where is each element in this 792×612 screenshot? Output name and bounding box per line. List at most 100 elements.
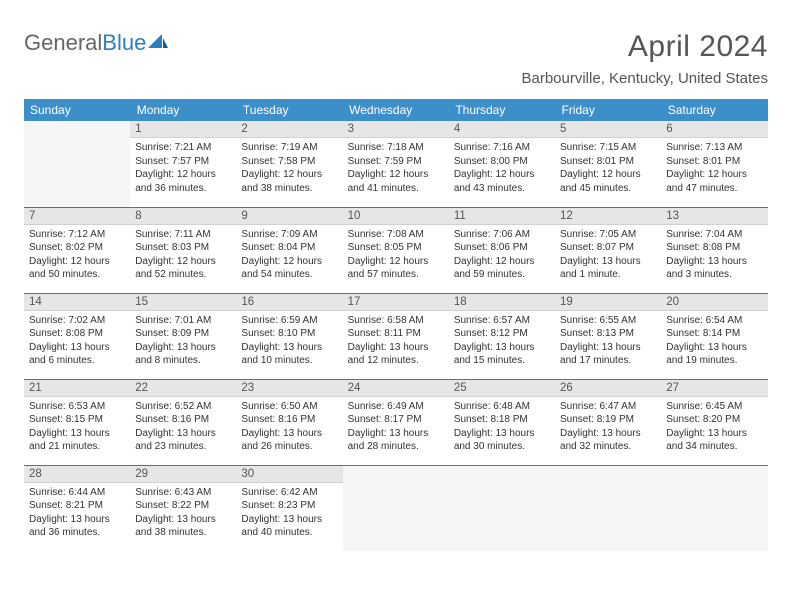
sunrise-line: Sunrise: 6:45 AM — [666, 400, 762, 414]
daylight-line: Daylight: 13 hours and 32 minutes. — [560, 427, 656, 454]
sunset-line: Sunset: 8:11 PM — [348, 327, 444, 341]
day-details: Sunrise: 7:16 AMSunset: 8:00 PMDaylight:… — [449, 138, 555, 199]
calendar-cell: 30Sunrise: 6:42 AMSunset: 8:23 PMDayligh… — [236, 465, 342, 551]
sunrise-line: Sunrise: 7:06 AM — [454, 228, 550, 242]
sunset-line: Sunset: 8:18 PM — [454, 413, 550, 427]
daylight-line: Daylight: 13 hours and 3 minutes. — [666, 255, 762, 282]
day-details: Sunrise: 7:09 AMSunset: 8:04 PMDaylight:… — [236, 225, 342, 286]
calendar-cell: 5Sunrise: 7:15 AMSunset: 8:01 PMDaylight… — [555, 121, 661, 207]
day-number: 13 — [661, 208, 767, 225]
calendar-cell: 25Sunrise: 6:48 AMSunset: 8:18 PMDayligh… — [449, 379, 555, 465]
day-details: Sunrise: 6:44 AMSunset: 8:21 PMDaylight:… — [24, 483, 130, 544]
calendar-row: 7Sunrise: 7:12 AMSunset: 8:02 PMDaylight… — [24, 207, 768, 293]
day-details: Sunrise: 6:50 AMSunset: 8:16 PMDaylight:… — [236, 397, 342, 458]
day-details: Sunrise: 6:48 AMSunset: 8:18 PMDaylight:… — [449, 397, 555, 458]
daylight-line: Daylight: 13 hours and 8 minutes. — [135, 341, 231, 368]
sunrise-line: Sunrise: 6:58 AM — [348, 314, 444, 328]
logo-sail-icon — [148, 34, 168, 48]
calendar-cell — [661, 465, 767, 551]
calendar-cell: 29Sunrise: 6:43 AMSunset: 8:22 PMDayligh… — [130, 465, 236, 551]
sunset-line: Sunset: 8:22 PM — [135, 499, 231, 513]
day-number: 10 — [343, 208, 449, 225]
calendar-cell: 15Sunrise: 7:01 AMSunset: 8:09 PMDayligh… — [130, 293, 236, 379]
weekday-header: Monday — [130, 99, 236, 121]
day-details: Sunrise: 6:45 AMSunset: 8:20 PMDaylight:… — [661, 397, 767, 458]
sunset-line: Sunset: 8:17 PM — [348, 413, 444, 427]
day-number: 7 — [24, 208, 130, 225]
daylight-line: Daylight: 13 hours and 12 minutes. — [348, 341, 444, 368]
sunrise-line: Sunrise: 6:49 AM — [348, 400, 444, 414]
day-number: 21 — [24, 380, 130, 397]
sunrise-line: Sunrise: 7:16 AM — [454, 141, 550, 155]
sunrise-line: Sunrise: 6:43 AM — [135, 486, 231, 500]
day-details: Sunrise: 7:19 AMSunset: 7:58 PMDaylight:… — [236, 138, 342, 199]
calendar-cell: 14Sunrise: 7:02 AMSunset: 8:08 PMDayligh… — [24, 293, 130, 379]
logo-text-general: General — [24, 30, 102, 56]
day-number: 9 — [236, 208, 342, 225]
sunrise-line: Sunrise: 7:18 AM — [348, 141, 444, 155]
calendar-cell: 19Sunrise: 6:55 AMSunset: 8:13 PMDayligh… — [555, 293, 661, 379]
sunset-line: Sunset: 8:01 PM — [560, 155, 656, 169]
sunset-line: Sunset: 8:21 PM — [29, 499, 125, 513]
day-number: 26 — [555, 380, 661, 397]
day-number: 18 — [449, 294, 555, 311]
calendar-cell: 13Sunrise: 7:04 AMSunset: 8:08 PMDayligh… — [661, 207, 767, 293]
calendar-cell: 11Sunrise: 7:06 AMSunset: 8:06 PMDayligh… — [449, 207, 555, 293]
calendar-cell: 6Sunrise: 7:13 AMSunset: 8:01 PMDaylight… — [661, 121, 767, 207]
daylight-line: Daylight: 12 hours and 57 minutes. — [348, 255, 444, 282]
calendar-row: 14Sunrise: 7:02 AMSunset: 8:08 PMDayligh… — [24, 293, 768, 379]
sunrise-line: Sunrise: 7:01 AM — [135, 314, 231, 328]
sunrise-line: Sunrise: 7:15 AM — [560, 141, 656, 155]
calendar-cell: 20Sunrise: 6:54 AMSunset: 8:14 PMDayligh… — [661, 293, 767, 379]
sunset-line: Sunset: 8:08 PM — [29, 327, 125, 341]
daylight-line: Daylight: 12 hours and 45 minutes. — [560, 168, 656, 195]
header-bar: GeneralBlue April 2024 Barbourville, Ken… — [24, 30, 768, 87]
sunrise-line: Sunrise: 6:44 AM — [29, 486, 125, 500]
sunset-line: Sunset: 8:07 PM — [560, 241, 656, 255]
day-number: 4 — [449, 121, 555, 138]
daylight-line: Daylight: 13 hours and 21 minutes. — [29, 427, 125, 454]
sunset-line: Sunset: 8:23 PM — [241, 499, 337, 513]
calendar-cell: 27Sunrise: 6:45 AMSunset: 8:20 PMDayligh… — [661, 379, 767, 465]
day-details: Sunrise: 6:42 AMSunset: 8:23 PMDaylight:… — [236, 483, 342, 544]
calendar-cell: 28Sunrise: 6:44 AMSunset: 8:21 PMDayligh… — [24, 465, 130, 551]
daylight-line: Daylight: 13 hours and 26 minutes. — [241, 427, 337, 454]
day-details: Sunrise: 7:13 AMSunset: 8:01 PMDaylight:… — [661, 138, 767, 199]
day-number: 30 — [236, 466, 342, 483]
day-details: Sunrise: 6:53 AMSunset: 8:15 PMDaylight:… — [24, 397, 130, 458]
day-details: Sunrise: 6:55 AMSunset: 8:13 PMDaylight:… — [555, 311, 661, 372]
sunrise-line: Sunrise: 6:54 AM — [666, 314, 762, 328]
sunset-line: Sunset: 8:01 PM — [666, 155, 762, 169]
day-number: 12 — [555, 208, 661, 225]
day-details: Sunrise: 7:02 AMSunset: 8:08 PMDaylight:… — [24, 311, 130, 372]
daylight-line: Daylight: 13 hours and 15 minutes. — [454, 341, 550, 368]
sunset-line: Sunset: 8:09 PM — [135, 327, 231, 341]
sunset-line: Sunset: 8:00 PM — [454, 155, 550, 169]
calendar-row: 21Sunrise: 6:53 AMSunset: 8:15 PMDayligh… — [24, 379, 768, 465]
sunrise-line: Sunrise: 7:19 AM — [241, 141, 337, 155]
daylight-line: Daylight: 13 hours and 6 minutes. — [29, 341, 125, 368]
calendar-row: 1Sunrise: 7:21 AMSunset: 7:57 PMDaylight… — [24, 121, 768, 207]
weekday-header: Thursday — [449, 99, 555, 121]
sunset-line: Sunset: 8:08 PM — [666, 241, 762, 255]
calendar-cell: 18Sunrise: 6:57 AMSunset: 8:12 PMDayligh… — [449, 293, 555, 379]
day-number: 2 — [236, 121, 342, 138]
calendar-cell: 24Sunrise: 6:49 AMSunset: 8:17 PMDayligh… — [343, 379, 449, 465]
month-title: April 2024 — [521, 30, 768, 64]
location-subtitle: Barbourville, Kentucky, United States — [521, 70, 768, 87]
calendar-cell — [555, 465, 661, 551]
sunset-line: Sunset: 8:19 PM — [560, 413, 656, 427]
sunset-line: Sunset: 8:16 PM — [135, 413, 231, 427]
daylight-line: Daylight: 12 hours and 36 minutes. — [135, 168, 231, 195]
daylight-line: Daylight: 13 hours and 28 minutes. — [348, 427, 444, 454]
day-number: 29 — [130, 466, 236, 483]
calendar-cell — [343, 465, 449, 551]
day-details: Sunrise: 6:58 AMSunset: 8:11 PMDaylight:… — [343, 311, 449, 372]
daylight-line: Daylight: 12 hours and 59 minutes. — [454, 255, 550, 282]
daylight-line: Daylight: 12 hours and 38 minutes. — [241, 168, 337, 195]
sunset-line: Sunset: 8:06 PM — [454, 241, 550, 255]
day-details: Sunrise: 7:18 AMSunset: 7:59 PMDaylight:… — [343, 138, 449, 199]
day-details: Sunrise: 6:52 AMSunset: 8:16 PMDaylight:… — [130, 397, 236, 458]
sunrise-line: Sunrise: 7:13 AM — [666, 141, 762, 155]
sunrise-line: Sunrise: 6:42 AM — [241, 486, 337, 500]
